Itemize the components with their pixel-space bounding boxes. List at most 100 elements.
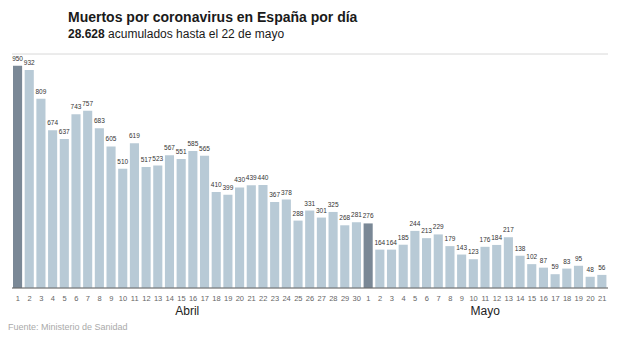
- svg-text:9: 9: [109, 294, 113, 303]
- svg-text:683: 683: [94, 117, 105, 124]
- svg-text:605: 605: [106, 135, 117, 142]
- svg-text:757: 757: [82, 100, 93, 107]
- svg-text:95: 95: [575, 255, 583, 262]
- svg-text:11: 11: [131, 294, 139, 303]
- svg-text:14: 14: [516, 294, 524, 303]
- svg-text:510: 510: [117, 158, 128, 165]
- svg-text:430: 430: [234, 176, 245, 183]
- svg-text:17: 17: [201, 294, 209, 303]
- svg-text:567: 567: [164, 144, 175, 151]
- svg-text:27: 27: [318, 294, 326, 303]
- svg-text:331: 331: [304, 200, 315, 207]
- svg-text:950: 950: [12, 55, 23, 62]
- svg-text:410: 410: [211, 181, 222, 188]
- svg-text:8: 8: [98, 294, 102, 303]
- svg-text:18: 18: [212, 294, 220, 303]
- svg-text:217: 217: [503, 226, 514, 233]
- svg-text:25: 25: [294, 294, 302, 303]
- svg-text:517: 517: [141, 156, 152, 163]
- svg-text:16: 16: [189, 294, 197, 303]
- svg-text:565: 565: [199, 145, 210, 152]
- svg-text:176: 176: [480, 236, 491, 243]
- svg-text:637: 637: [59, 128, 70, 135]
- svg-text:1: 1: [366, 294, 370, 303]
- svg-text:18: 18: [563, 294, 571, 303]
- svg-text:399: 399: [222, 184, 233, 191]
- svg-text:21: 21: [598, 294, 606, 303]
- svg-text:281: 281: [351, 211, 362, 218]
- svg-text:8: 8: [448, 294, 452, 303]
- svg-text:440: 440: [258, 174, 269, 181]
- svg-text:17: 17: [551, 294, 559, 303]
- svg-text:10: 10: [469, 294, 477, 303]
- svg-text:23: 23: [271, 294, 279, 303]
- svg-text:30: 30: [353, 294, 361, 303]
- svg-text:439: 439: [246, 174, 257, 181]
- svg-text:2: 2: [27, 294, 31, 303]
- svg-text:48: 48: [587, 266, 595, 273]
- svg-text:4: 4: [401, 294, 405, 303]
- svg-text:11: 11: [481, 294, 489, 303]
- svg-text:164: 164: [386, 239, 397, 246]
- svg-text:551: 551: [176, 148, 187, 155]
- svg-text:29: 29: [341, 294, 349, 303]
- svg-text:179: 179: [445, 235, 456, 242]
- svg-text:585: 585: [187, 140, 198, 147]
- svg-text:12: 12: [142, 294, 150, 303]
- svg-text:15: 15: [177, 294, 185, 303]
- svg-text:123: 123: [468, 248, 479, 255]
- svg-text:83: 83: [563, 258, 571, 265]
- svg-text:16: 16: [540, 294, 548, 303]
- svg-text:3: 3: [390, 294, 394, 303]
- svg-text:20: 20: [586, 294, 594, 303]
- svg-text:378: 378: [281, 189, 292, 196]
- svg-text:932: 932: [24, 59, 35, 66]
- svg-text:24: 24: [282, 294, 290, 303]
- svg-text:743: 743: [71, 103, 82, 110]
- svg-text:7: 7: [436, 294, 440, 303]
- svg-text:164: 164: [374, 239, 385, 246]
- svg-text:301: 301: [316, 207, 327, 214]
- svg-text:102: 102: [526, 253, 537, 260]
- svg-text:13: 13: [154, 294, 162, 303]
- svg-text:28: 28: [329, 294, 337, 303]
- svg-text:59: 59: [552, 263, 560, 270]
- svg-text:4: 4: [51, 294, 55, 303]
- svg-text:2: 2: [378, 294, 382, 303]
- svg-text:7: 7: [86, 294, 90, 303]
- svg-text:523: 523: [152, 155, 163, 162]
- svg-text:138: 138: [515, 245, 526, 252]
- svg-text:6: 6: [74, 294, 78, 303]
- svg-text:185: 185: [398, 234, 409, 241]
- svg-text:367: 367: [269, 191, 280, 198]
- svg-text:9: 9: [460, 294, 464, 303]
- svg-text:229: 229: [433, 223, 444, 230]
- svg-text:21: 21: [247, 294, 255, 303]
- svg-text:276: 276: [363, 212, 374, 219]
- svg-text:13: 13: [504, 294, 512, 303]
- svg-text:19: 19: [224, 294, 232, 303]
- svg-text:5: 5: [63, 294, 67, 303]
- svg-text:809: 809: [36, 88, 47, 95]
- svg-text:268: 268: [339, 214, 350, 221]
- svg-text:87: 87: [540, 257, 548, 264]
- svg-text:143: 143: [456, 244, 467, 251]
- svg-text:619: 619: [129, 132, 140, 139]
- svg-text:184: 184: [491, 234, 502, 241]
- svg-text:3: 3: [39, 294, 43, 303]
- svg-text:22: 22: [259, 294, 267, 303]
- svg-text:1: 1: [16, 294, 20, 303]
- svg-text:325: 325: [328, 201, 339, 208]
- svg-text:213: 213: [421, 227, 432, 234]
- svg-text:5: 5: [413, 294, 417, 303]
- svg-text:10: 10: [119, 294, 127, 303]
- svg-text:288: 288: [293, 210, 304, 217]
- svg-text:12: 12: [493, 294, 501, 303]
- svg-text:15: 15: [528, 294, 536, 303]
- svg-text:26: 26: [306, 294, 314, 303]
- svg-text:14: 14: [166, 294, 174, 303]
- svg-text:6: 6: [425, 294, 429, 303]
- svg-text:19: 19: [575, 294, 583, 303]
- svg-text:20: 20: [236, 294, 244, 303]
- svg-text:674: 674: [47, 119, 58, 126]
